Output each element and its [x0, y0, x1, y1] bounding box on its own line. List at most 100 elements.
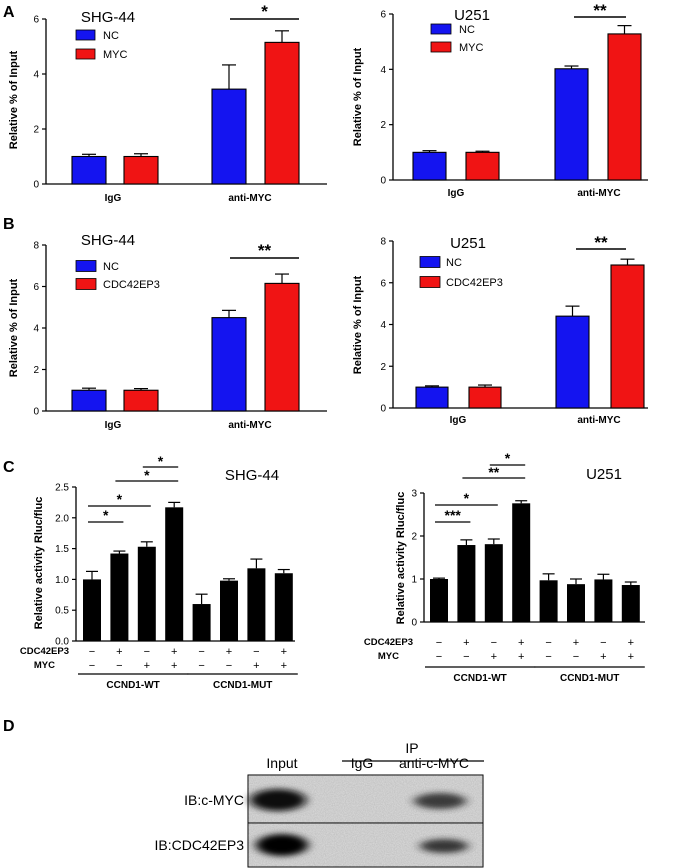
- condition-symbol: −: [89, 646, 95, 658]
- comparison-stars: *: [464, 490, 470, 506]
- condition-symbol: +: [226, 646, 232, 658]
- y-tick-label: 1.5: [55, 544, 69, 555]
- western-blot: IP Input IgG anti-c-MYC IB:c-MYC IB:CDC4…: [155, 740, 484, 868]
- chart-title: SHG-44: [81, 9, 135, 26]
- legend-label-cdc42ep3: CDC42EP3: [446, 277, 503, 289]
- chart-c-u251: 0 1 2 3 Relative activity Rluc/fluc U251 CDC42…: [364, 450, 645, 684]
- bar-myc-igg: [465, 151, 500, 181]
- bar-nc-igg: [412, 151, 447, 181]
- group-label: CCND1-WT: [106, 680, 159, 691]
- bar-cdc42ep3-igg: [123, 389, 159, 412]
- comparison-stars: ***: [445, 507, 462, 523]
- bar-nc-anti-myc: [555, 315, 590, 409]
- condition-symbol: +: [518, 637, 524, 649]
- y-tick-label: 6: [33, 15, 39, 26]
- significance-stars: *: [261, 2, 268, 21]
- condition-symbol: −: [436, 637, 442, 649]
- panel-letter-b: B: [3, 216, 15, 233]
- y-tick-label: 4: [380, 320, 386, 331]
- chart-title: U251: [454, 7, 490, 24]
- bar-myc-anti-myc: [607, 33, 642, 181]
- y-axis-label: Relative activity Rluc/fluc: [33, 497, 45, 630]
- group-label: CCND1-MUT: [213, 680, 272, 691]
- y-tick-label: 2: [33, 125, 39, 136]
- condition-symbol: +: [171, 646, 177, 658]
- bar-condition-5: [192, 604, 211, 641]
- condition-symbol: −: [116, 660, 122, 672]
- bar-nc-anti-myc: [554, 68, 589, 181]
- y-tick-label: 0: [33, 407, 39, 418]
- bar-condition-4: [512, 503, 531, 622]
- bar-myc-igg: [123, 155, 159, 185]
- condition-symbol: −: [198, 660, 204, 672]
- condition-symbol: −: [545, 651, 551, 663]
- bar-condition-6: [567, 584, 585, 622]
- legend-label-cdc42ep3: CDC42EP3: [103, 279, 160, 291]
- legend-label-nc: NC: [103, 30, 119, 42]
- condition-symbol: −: [463, 651, 469, 663]
- row-label-cdc42ep3: CDC42EP3: [20, 646, 69, 657]
- row-label-myc: MYC: [378, 651, 399, 662]
- band-cdc42ep3-anti-c-myc: [420, 839, 468, 853]
- condition-symbol: −: [198, 646, 204, 658]
- y-axis-label: Relative activity Rluc/fluc: [395, 492, 407, 625]
- band-c-myc-input: [250, 789, 306, 811]
- x-category-label: IgG: [448, 188, 465, 199]
- row-label-cdc42ep3: CDC42EP3: [364, 637, 413, 648]
- bar-myc-anti-myc: [264, 41, 300, 185]
- bar-nc-igg: [71, 155, 107, 185]
- bar-condition-2: [110, 553, 129, 641]
- y-tick-label: 2.0: [55, 513, 69, 524]
- bar-condition-1: [83, 579, 101, 641]
- condition-symbol: +: [491, 651, 497, 663]
- bar-nc-anti-myc: [211, 88, 247, 185]
- condition-symbol: +: [628, 637, 634, 649]
- y-tick-label: 4: [33, 70, 39, 81]
- y-tick-label: 0: [33, 180, 39, 191]
- condition-symbol: −: [600, 637, 606, 649]
- legend-swatch-myc: [430, 41, 452, 53]
- legend-label-myc: MYC: [103, 49, 128, 61]
- condition-symbol: +: [573, 637, 579, 649]
- y-tick-label: 6: [380, 278, 386, 289]
- comparison-stars: *: [158, 453, 164, 469]
- legend-swatch-cdc42ep3: [419, 276, 441, 288]
- y-axis-label: Relative % of Input: [8, 278, 20, 377]
- x-category-label: anti-MYC: [577, 415, 620, 426]
- y-tick-label: 2: [411, 532, 417, 543]
- comparison-stars: *: [103, 507, 109, 523]
- chart-b-u251: 0 2 4 6 8 Relative % of Input U251 IgG anti-MYC N…: [352, 233, 648, 426]
- bar-condition-6: [220, 580, 238, 641]
- ip-header: IP: [405, 740, 418, 756]
- band-c-myc-anti-c-myc: [414, 793, 466, 809]
- bar-condition-2: [457, 545, 476, 622]
- condition-symbol: −: [573, 651, 579, 663]
- y-tick-label: 0.0: [55, 637, 69, 648]
- bar-cdc42ep3-anti-myc: [264, 282, 300, 412]
- legend-swatch-myc: [75, 48, 96, 60]
- x-category-label: IgG: [105, 193, 122, 204]
- chart-title: SHG-44: [81, 232, 135, 249]
- y-tick-label: 2: [33, 365, 39, 376]
- significance-stars: **: [594, 233, 608, 252]
- bar-condition-1: [430, 579, 448, 622]
- chart-c-shg44: 0.0 0.5 1.0 1.5 2.0 2.5 Relative activity Rluc…: [20, 453, 298, 691]
- bar-condition-3: [484, 544, 503, 622]
- y-tick-label: 8: [380, 237, 386, 248]
- condition-symbol: +: [144, 660, 150, 672]
- group-label: CCND1-MUT: [560, 673, 619, 684]
- condition-symbol: +: [600, 651, 606, 663]
- bar-nc-igg: [71, 389, 107, 412]
- chart-title: SHG-44: [225, 467, 279, 484]
- x-category-label: anti-MYC: [577, 188, 620, 199]
- legend-label-nc: NC: [446, 257, 462, 269]
- comparison-stars: *: [117, 491, 123, 507]
- condition-symbol: −: [144, 646, 150, 658]
- y-tick-label: 6: [380, 10, 386, 21]
- x-category-label: IgG: [105, 420, 122, 431]
- condition-symbol: −: [253, 646, 259, 658]
- condition-symbol: −: [545, 637, 551, 649]
- bar-nc-igg: [415, 386, 449, 409]
- condition-symbol: +: [628, 651, 634, 663]
- bar-condition-3: [137, 546, 156, 641]
